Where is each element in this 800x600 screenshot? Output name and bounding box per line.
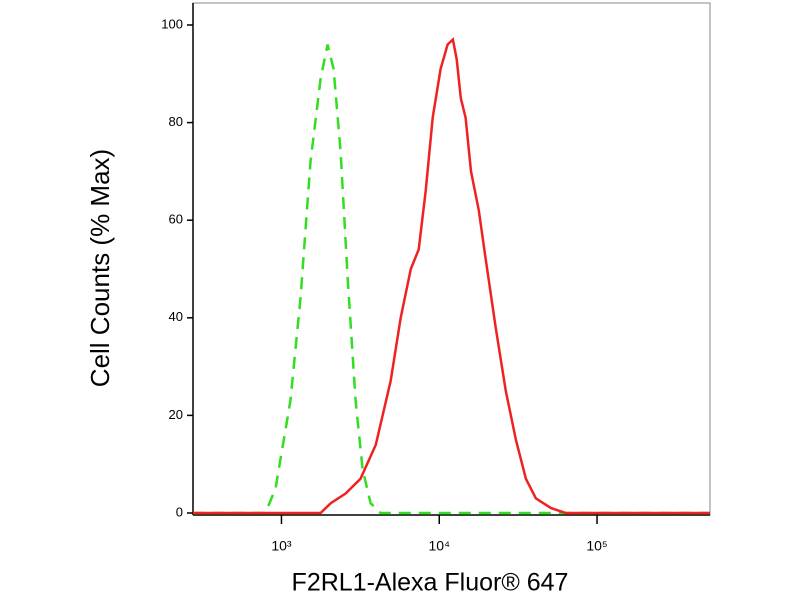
- y-tick-label: 40: [169, 309, 183, 324]
- y-tick-label: 60: [169, 212, 183, 227]
- x-tick-label: 10³: [271, 538, 292, 554]
- y-axis-label: Cell Counts (% Max): [85, 149, 115, 387]
- plot-frame: [192, 2, 711, 516]
- y-tick-label: 0: [176, 504, 183, 519]
- y-tick-label: 100: [161, 16, 183, 31]
- x-tick-label: 10⁴: [428, 538, 450, 554]
- y-tick-label: 80: [169, 114, 183, 129]
- x-axis-label: F2RL1-Alexa Fluor® 647: [292, 569, 569, 597]
- y-tick-label: 20: [169, 407, 183, 422]
- histogram-line: [193, 44, 710, 515]
- x-tick-label: 10⁵: [586, 538, 607, 554]
- histogram-line: [193, 37, 710, 515]
